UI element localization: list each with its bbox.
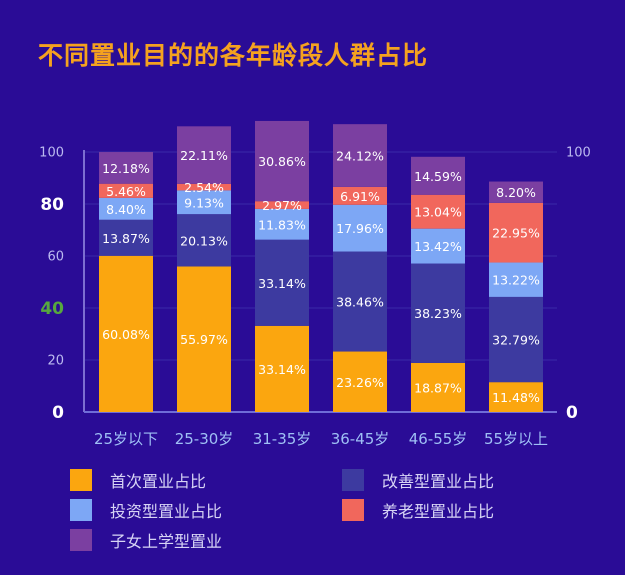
y-tick-label: 20 (47, 354, 64, 369)
bar-segment (333, 186, 387, 205)
x-tick-label: 31-35岁 (253, 430, 312, 448)
x-tick-label: 55岁以上 (484, 430, 548, 448)
data-label: 32.79% (492, 333, 540, 348)
bar-segment (489, 296, 543, 383)
data-label: 23.26% (336, 375, 384, 390)
data-label: 12.18% (102, 161, 150, 176)
grid-lines (84, 151, 557, 361)
data-label: 5.46% (106, 184, 146, 199)
bar-segment (411, 156, 465, 195)
y-tick-label: 60 (47, 250, 64, 265)
bar-segment (255, 120, 309, 202)
bar-segment (489, 181, 543, 203)
data-label: 13.87% (102, 231, 150, 246)
data-label: 22.11% (180, 148, 228, 163)
bars (99, 120, 543, 412)
data-label: 33.14% (258, 276, 306, 291)
data-label: 55.97% (180, 332, 228, 347)
bar-segment (411, 362, 465, 412)
bar-segment (99, 183, 153, 198)
y-tick-label: 100 (39, 146, 64, 161)
chart-title: 不同置业目的的各年龄段人群占比 (38, 41, 429, 70)
bar-segment (99, 152, 153, 184)
x-tick-label: 36-45岁 (331, 430, 390, 448)
bar-segment (177, 183, 231, 191)
data-label: 2.97% (262, 198, 302, 213)
bar-segment (177, 266, 231, 412)
axes (83, 150, 558, 413)
data-label: 13.04% (414, 205, 462, 220)
x-tick-label: 25-30岁 (175, 430, 234, 448)
bar-segment (489, 262, 543, 297)
bar-segment (177, 190, 231, 215)
bar-segment (489, 382, 543, 412)
data-label: 8.40% (106, 202, 146, 217)
bar-segment (255, 208, 309, 240)
x-tick-label: 46-55岁 (409, 430, 468, 448)
bar-segment (333, 124, 387, 187)
bar-segment (99, 197, 153, 220)
bar-segment (411, 194, 465, 229)
data-label: 13.42% (414, 239, 462, 254)
data-label: 11.48% (492, 390, 540, 405)
data-label: 24.12% (336, 149, 384, 164)
y2-tick-label: 100 (566, 146, 591, 161)
data-label: 13.22% (492, 273, 540, 288)
bar-segment (99, 255, 153, 412)
data-label: 9.13% (184, 195, 224, 210)
bar-segment (255, 239, 309, 326)
data-label: 20.13% (180, 233, 228, 248)
bar-segment (177, 126, 231, 184)
data-label: 30.86% (258, 154, 306, 169)
data-label: 38.46% (336, 295, 384, 310)
y-tick-label: 40 (40, 299, 64, 319)
data-label: 22.95% (492, 226, 540, 241)
data-label: 60.08% (102, 327, 150, 342)
category-labels: 25岁以下 25-30岁 31-35岁 36-45岁 46-55岁 55岁以上 (94, 430, 548, 448)
bar-segment (255, 325, 309, 412)
bar-segment (99, 219, 153, 256)
bar-labels: 60.08% 13.87% 8.40% 5.46% 12.18% 55.97% 20.13%… (102, 148, 540, 405)
bar-segment (255, 201, 309, 209)
bar-segment (489, 202, 543, 263)
bar-segment (177, 214, 231, 267)
data-label: 38.23% (414, 306, 462, 321)
data-label: 33.14% (258, 362, 306, 377)
y-tick-label: 80 (40, 195, 64, 215)
bar-segment (333, 204, 387, 252)
y-tick-label: 0 (52, 403, 64, 423)
data-label: 8.20% (496, 185, 536, 200)
data-label: 6.91% (340, 189, 380, 204)
bar-segment (333, 351, 387, 412)
bar-segment (333, 251, 387, 352)
bar-segment (411, 263, 465, 363)
bar-segment (411, 228, 465, 264)
data-label: 11.83% (258, 217, 306, 232)
data-label: 2.54% (184, 180, 224, 195)
y2-tick-label: 0 (566, 403, 578, 423)
data-label: 18.87% (414, 380, 462, 395)
x-tick-label: 25岁以下 (94, 430, 158, 448)
data-label: 14.59% (414, 169, 462, 184)
data-label: 17.96% (336, 221, 384, 236)
